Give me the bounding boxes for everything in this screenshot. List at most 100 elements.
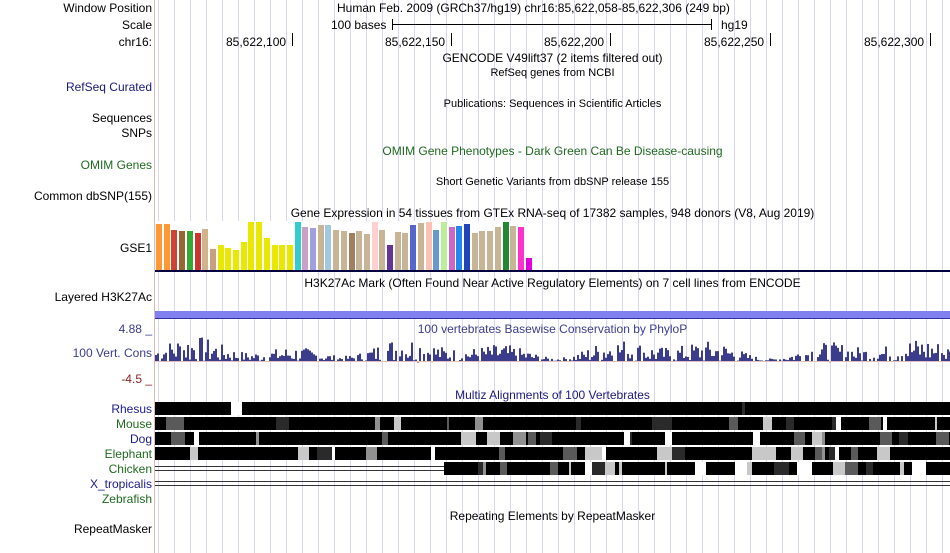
gtex-tissue-bar[interactable]: [448, 227, 455, 270]
assembly-info[interactable]: Human Feb. 2009 (GRCh37/hg19) chr16:85,6…: [337, 1, 730, 15]
species-label-zebrafish[interactable]: Zebrafish: [101, 492, 152, 506]
species-label-chicken[interactable]: Chicken: [108, 462, 152, 476]
conservation-bar: [935, 352, 937, 361]
gtex-tissue-bar[interactable]: [248, 222, 255, 270]
gtex-tissue-bar[interactable]: [271, 245, 278, 270]
gtex-tissue-bar[interactable]: [464, 224, 470, 270]
gtex-tissue-bar[interactable]: [217, 245, 224, 270]
gtex-tissue-bar[interactable]: [325, 225, 332, 270]
gtex-tissue-bar[interactable]: [256, 222, 263, 270]
grid-line: [830, 0, 831, 553]
multiz-track-title[interactable]: Multiz Alignments of 100 Vertebrates: [455, 388, 650, 402]
gtex-tissue-bar[interactable]: [440, 222, 447, 270]
gtex-tissue-bar[interactable]: [179, 231, 186, 270]
gtex-tissue-bar[interactable]: [410, 225, 417, 270]
alignment-block: [499, 447, 505, 460]
conservation-plot[interactable]: [155, 330, 950, 370]
snps-track-label[interactable]: SNPs: [121, 126, 152, 140]
window-position-label: Window Position: [63, 1, 152, 15]
gtex-tissue-bar[interactable]: [479, 231, 486, 270]
gtex-tissue-bar[interactable]: [379, 230, 386, 270]
h3k27ac-track-title[interactable]: H3K27Ac Mark (Often Found Near Active Re…: [304, 276, 801, 290]
gtex-tissue-bar[interactable]: [209, 249, 216, 270]
gtex-tissue-bar[interactable]: [240, 242, 247, 270]
gtex-tissue-bar[interactable]: [433, 230, 440, 270]
gtex-tissue-bar[interactable]: [425, 222, 432, 270]
gencode-track-title[interactable]: GENCODE V49lift37 (2 items filtered out): [442, 51, 663, 65]
gtex-tissue-bar[interactable]: [317, 225, 324, 270]
gtex-bar-chart[interactable]: [155, 221, 535, 270]
alignment-block: [815, 447, 822, 460]
gtex-track-title[interactable]: Gene Expression in 54 tissues from GTEx …: [290, 206, 815, 220]
gtex-tissue-bar[interactable]: [456, 226, 463, 270]
gtex-tissue-bar[interactable]: [517, 227, 524, 270]
gtex-tissue-bar[interactable]: [156, 224, 162, 270]
species-label-dog[interactable]: Dog: [129, 432, 152, 446]
gtex-tissue-bar[interactable]: [525, 258, 532, 270]
alignment-row-rhesus[interactable]: [155, 402, 950, 415]
gtex-tissue-bar[interactable]: [371, 222, 378, 270]
gtex-tissue-bar[interactable]: [387, 245, 393, 270]
gtex-tissue-bar[interactable]: [286, 245, 293, 270]
h3k27ac-track-label[interactable]: Layered H3K27Ac: [54, 290, 152, 304]
h3k27ac-signal[interactable]: [155, 311, 950, 318]
gtex-tissue-bar[interactable]: [356, 231, 363, 270]
alignment-row-mouse[interactable]: [155, 417, 950, 430]
conservation-bar: [229, 357, 231, 361]
gtex-tissue-bar[interactable]: [502, 222, 509, 270]
gtex-tissue-bar[interactable]: [225, 248, 232, 270]
dbsnp-track-title[interactable]: Short Genetic Variants from dbSNP releas…: [435, 176, 670, 188]
species-label-x-tropicalis[interactable]: X_tropicalis: [89, 477, 152, 491]
gtex-tissue-bar[interactable]: [394, 232, 401, 270]
alignment-block: [155, 432, 169, 445]
gtex-tissue-bar[interactable]: [194, 233, 201, 270]
sequences-track-label[interactable]: Sequences: [91, 111, 152, 125]
gtex-tissue-bar[interactable]: [471, 233, 478, 270]
gtex-tissue-bar[interactable]: [510, 226, 517, 270]
refseq-track-label[interactable]: RefSeq Curated: [65, 80, 152, 94]
gtex-tissue-bar[interactable]: [279, 245, 286, 270]
gtex-tissue-bar[interactable]: [310, 228, 316, 270]
refseq-track-title[interactable]: RefSeq genes from NCBI: [490, 67, 615, 79]
gtex-tissue-bar[interactable]: [494, 227, 501, 270]
alignment-row-elephant[interactable]: [155, 447, 950, 460]
alignment-row-chicken[interactable]: [155, 462, 950, 475]
gtex-tissue-bar[interactable]: [186, 231, 193, 270]
gtex-tissue-bar[interactable]: [302, 227, 309, 270]
dbsnp-track-label[interactable]: Common dbSNP(155): [33, 189, 152, 203]
repeat-track-label[interactable]: RepeatMasker: [73, 522, 152, 536]
gtex-tissue-bar[interactable]: [363, 234, 370, 270]
gtex-tissue-bar[interactable]: [417, 223, 424, 270]
grid-line: [382, 0, 383, 553]
gtex-tissue-bar[interactable]: [171, 230, 178, 270]
cons-track-label[interactable]: 100 Vert. Cons: [72, 346, 152, 360]
alignment-row-dog[interactable]: [155, 432, 950, 445]
alignment-block: [904, 447, 916, 460]
gtex-tissue-bar[interactable]: [163, 224, 170, 270]
gtex-tissue-bar[interactable]: [340, 231, 347, 270]
alignment-block: [519, 402, 534, 415]
gtex-tissue-bar[interactable]: [333, 230, 340, 270]
gtex-tissue-bar[interactable]: [233, 250, 239, 270]
omim-track-label[interactable]: OMIM Genes: [80, 158, 152, 172]
alignment-row-x-tropicalis[interactable]: [155, 477, 950, 490]
gtex-tissue-bar[interactable]: [487, 231, 494, 270]
gse1-label[interactable]: GSE1: [119, 241, 152, 255]
alignment-block: [161, 402, 176, 415]
repeat-track-title[interactable]: Repeating Elements by RepeatMasker: [449, 509, 656, 523]
alignment-block: [315, 432, 318, 445]
cons-track-title[interactable]: 100 vertebrates Basewise Conservation by…: [417, 322, 688, 336]
conservation-bar: [439, 357, 441, 361]
gtex-tissue-bar[interactable]: [402, 233, 409, 270]
gtex-tissue-bar[interactable]: [263, 238, 270, 270]
gtex-tissue-bar[interactable]: [294, 222, 301, 270]
species-label-elephant[interactable]: Elephant: [104, 447, 152, 461]
omim-track-title[interactable]: OMIM Gene Phenotypes - Dark Green Can Be…: [382, 144, 723, 158]
gtex-tissue-bar[interactable]: [348, 233, 355, 270]
alignment-block: [921, 417, 927, 430]
publications-track-title[interactable]: Publications: Sequences in Scientific Ar…: [443, 98, 662, 110]
alignment-block: [279, 447, 292, 460]
gtex-tissue-bar[interactable]: [202, 229, 209, 270]
species-label-rhesus[interactable]: Rhesus: [111, 402, 152, 416]
species-label-mouse[interactable]: Mouse: [115, 417, 152, 431]
